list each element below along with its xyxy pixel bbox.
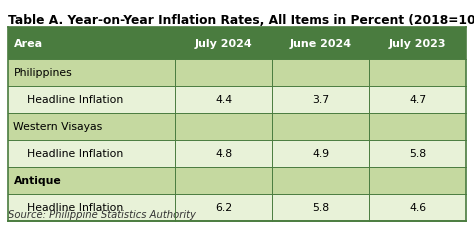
Text: 5.8: 5.8 [312,203,329,212]
Text: July 2023: July 2023 [389,39,447,49]
Text: 6.2: 6.2 [215,203,232,212]
Text: July 2024: July 2024 [195,39,253,49]
Text: Headline Inflation: Headline Inflation [13,203,124,212]
Bar [8,194,466,221]
Bar [8,87,466,114]
Text: 4.9: 4.9 [312,149,329,159]
Text: Source: Philippine Statistics Authority: Source: Philippine Statistics Authority [8,209,196,219]
Text: Western Visayas: Western Visayas [13,122,103,132]
Text: Headline Inflation: Headline Inflation [13,149,124,159]
Bar [8,114,466,140]
Text: 3.7: 3.7 [312,95,329,105]
Text: Table A. Year-on-Year Inflation Rates, All Items in Percent (2018=100): Table A. Year-on-Year Inflation Rates, A… [8,14,474,27]
Text: Antique: Antique [13,176,61,186]
Text: Philippines: Philippines [13,68,72,78]
Bar [8,167,466,194]
Text: 4.6: 4.6 [409,203,426,212]
Text: 4.8: 4.8 [215,149,232,159]
Text: Headline Inflation: Headline Inflation [13,95,124,105]
Bar [8,28,466,60]
Text: June 2024: June 2024 [290,39,352,49]
Bar [8,60,466,87]
Text: 5.8: 5.8 [409,149,426,159]
Bar [8,140,466,167]
Text: Area: Area [13,39,43,49]
Text: 4.7: 4.7 [409,95,426,105]
Text: 4.4: 4.4 [215,95,232,105]
